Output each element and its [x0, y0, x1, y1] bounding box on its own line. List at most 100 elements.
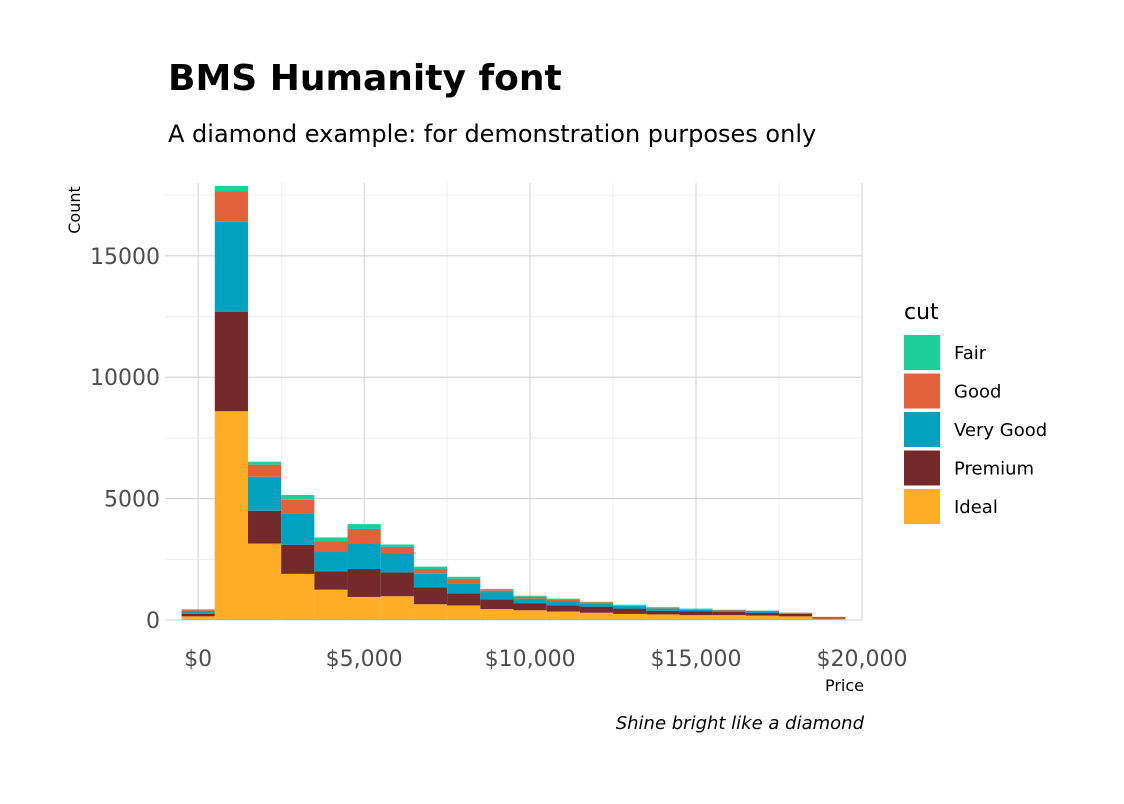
- bar-very-good: [447, 583, 481, 594]
- bar-ideal: [314, 589, 348, 620]
- tick-labels: $0 $5,000 $10,000 $15,000 $20,000 0 5000 10000 1…: [90, 245, 907, 672]
- bar-premium: [679, 611, 713, 616]
- bar-ideal: [281, 573, 315, 620]
- bar-fair: [281, 494, 315, 500]
- bar-very-good: [679, 609, 713, 612]
- bar-very-good: [513, 598, 547, 604]
- bar-ideal: [380, 596, 414, 620]
- bar-good: [181, 609, 215, 611]
- x-tick-label: $5,000: [326, 647, 403, 672]
- x-axis-label: Price: [825, 676, 864, 695]
- bar-fair: [447, 576, 481, 579]
- bar-ideal: [247, 543, 282, 620]
- chart-title: BMS Humanity font: [168, 58, 562, 99]
- bar-premium: [181, 613, 215, 617]
- bar-very-good: [646, 608, 680, 611]
- bar-good: [679, 609, 713, 610]
- bar-fair: [513, 595, 547, 597]
- bar-good: [314, 541, 348, 553]
- bar-very-good: [480, 592, 514, 600]
- x-tick-label: $10,000: [485, 647, 576, 672]
- bar-ideal: [712, 615, 746, 620]
- bar-good: [579, 602, 614, 604]
- bar-premium: [812, 617, 846, 619]
- bar-ideal: [546, 611, 580, 620]
- bar-fair: [546, 598, 580, 600]
- bar-premium: [712, 611, 746, 616]
- bar-good: [380, 546, 414, 553]
- bar-good: [281, 499, 315, 514]
- y-tick-label: 0: [146, 609, 160, 634]
- bar-very-good: [613, 605, 647, 609]
- bar-very-good: [712, 610, 746, 612]
- bar-premium: [745, 612, 780, 616]
- bar-premium: [214, 311, 248, 412]
- bar-ideal: [779, 616, 813, 620]
- bar-ideal: [181, 616, 215, 620]
- legend-swatch-premium: [904, 450, 940, 486]
- legend-label: Ideal: [954, 497, 998, 518]
- bar-fair: [214, 185, 248, 192]
- legend: cut Fair Good Very Good Premium Ideal: [904, 300, 1047, 524]
- bar-ideal: [480, 609, 514, 620]
- legend-label: Premium: [954, 459, 1034, 480]
- chart-caption: Shine bright like a diamond: [615, 713, 864, 734]
- bar-ideal: [613, 613, 647, 620]
- bar-good: [513, 596, 547, 599]
- bar-premium: [579, 606, 614, 613]
- bar-good: [347, 528, 381, 544]
- bar-very-good: [380, 552, 414, 573]
- bar-good: [745, 610, 780, 612]
- bar-good: [613, 605, 647, 606]
- bar-premium: [513, 603, 547, 611]
- bar-good: [214, 191, 248, 222]
- y-tick-label: 5000: [104, 488, 160, 513]
- x-tick-label: $20,000: [817, 647, 908, 672]
- legend-swatch-good: [904, 373, 940, 409]
- legend-label: Good: [954, 382, 1001, 403]
- bar-premium: [480, 599, 514, 610]
- bar-fair: [314, 537, 348, 542]
- y-tick-label: 15000: [90, 245, 160, 270]
- bar-very-good: [745, 611, 780, 613]
- bar-ideal: [579, 612, 614, 620]
- bar-very-good: [579, 603, 614, 607]
- x-tick-label: $15,000: [651, 647, 742, 672]
- legend-title: cut: [904, 300, 939, 325]
- bar-very-good: [779, 613, 813, 614]
- bar-premium: [247, 510, 282, 544]
- bar-premium: [380, 572, 414, 597]
- legend-swatch-ideal: [904, 489, 940, 524]
- bar-very-good: [281, 513, 315, 545]
- bar-premium: [413, 587, 448, 605]
- bar-ideal: [745, 615, 780, 620]
- x-tick-label: $0: [184, 647, 212, 672]
- legend-label: Fair: [954, 343, 987, 364]
- bar-premium: [613, 608, 647, 614]
- legend-swatch-fair: [904, 335, 940, 370]
- bar-fair: [247, 461, 282, 465]
- bar-ideal: [447, 605, 481, 620]
- bar-good: [447, 578, 481, 584]
- bar-very-good: [214, 221, 248, 312]
- bar-good: [413, 569, 448, 574]
- bar-premium: [646, 610, 680, 615]
- chart-subtitle: A diamond example: for demonstration pur…: [168, 120, 817, 148]
- y-axis-label: Count: [65, 186, 84, 234]
- legend-swatch-very-good: [904, 412, 940, 447]
- bar-very-good: [546, 601, 580, 606]
- bar-very-good: [247, 476, 282, 511]
- bar-ideal: [413, 604, 448, 620]
- bar-premium: [546, 605, 580, 612]
- bar-fair: [347, 524, 381, 529]
- bar-good: [546, 599, 580, 602]
- bar-good: [646, 607, 680, 609]
- bar-premium: [347, 569, 381, 597]
- bar-ideal: [679, 615, 713, 620]
- y-tick-label: 10000: [90, 366, 160, 391]
- bar-premium: [281, 544, 315, 574]
- legend-label: Very Good: [954, 420, 1047, 441]
- bars: [181, 185, 846, 620]
- bar-very-good: [347, 543, 381, 570]
